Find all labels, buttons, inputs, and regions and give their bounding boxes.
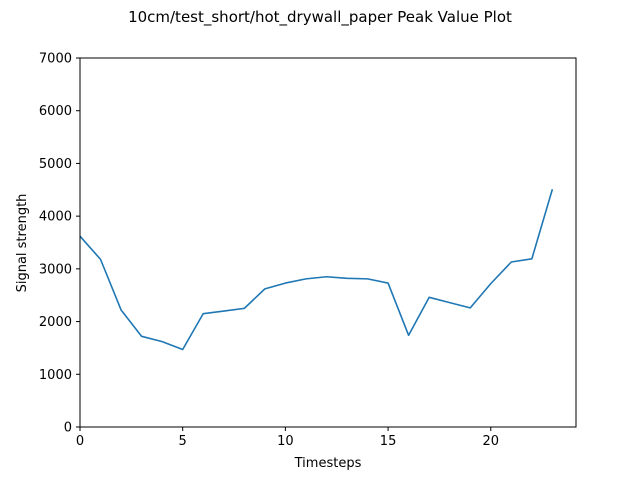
y-axis-label: Signal strength xyxy=(15,194,30,293)
chart-title: 10cm/test_short/hot_drywall_paper Peak V… xyxy=(128,8,512,27)
y-tick-label: 5000 xyxy=(39,157,72,172)
y-tick-label: 1000 xyxy=(39,368,72,383)
x-tick-label: 10 xyxy=(277,434,294,449)
x-tick-label: 20 xyxy=(482,434,499,449)
y-tick-label: 4000 xyxy=(39,210,72,225)
plot-frame xyxy=(79,57,577,428)
series-line-0 xyxy=(79,189,554,351)
x-tick-label: 5 xyxy=(179,434,187,449)
y-tick-label: 7000 xyxy=(39,52,72,67)
y-tick-label: 6000 xyxy=(39,104,72,119)
x-tick-label: 15 xyxy=(380,434,397,449)
x-tick-label: 0 xyxy=(76,434,84,449)
y-tick-label: 2000 xyxy=(39,315,72,330)
y-tick-label: 3000 xyxy=(39,262,72,277)
axes: 0 5 10 15 20 0 1000 2000 3000 4000 5000 6000 7000 xyxy=(39,52,577,449)
y-tick-label: 0 xyxy=(64,421,72,436)
x-axis-label: Timesteps xyxy=(294,456,362,471)
plot-area xyxy=(79,189,554,351)
